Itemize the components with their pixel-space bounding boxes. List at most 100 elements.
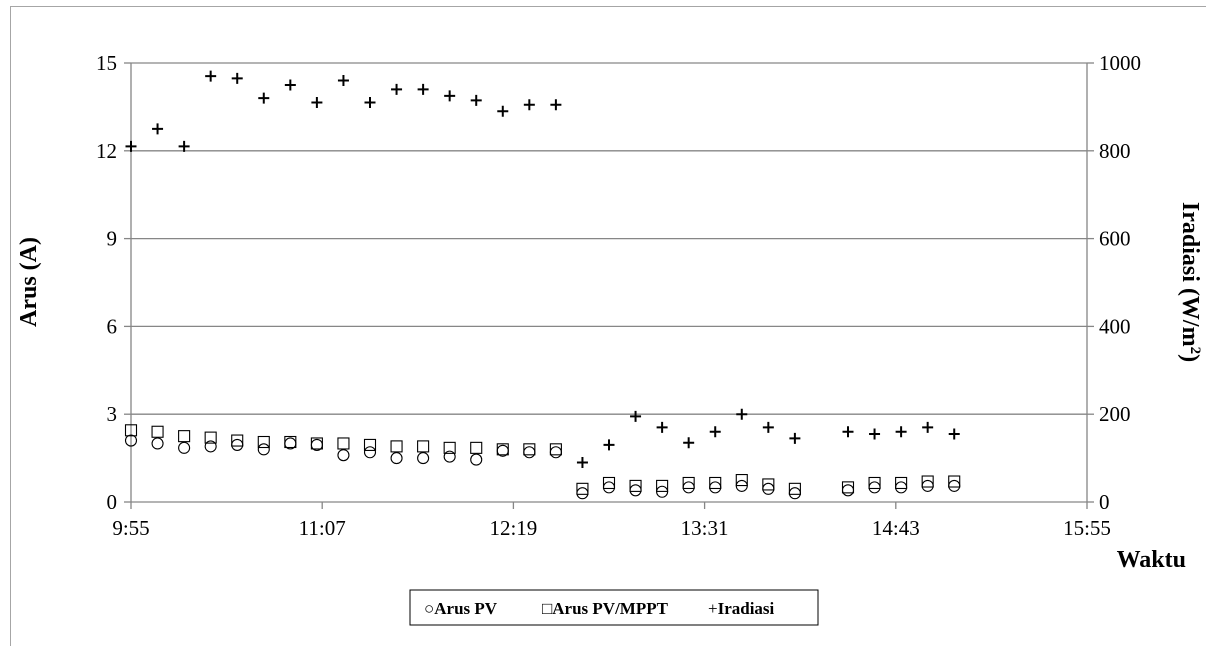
data-point [231,438,244,451]
data-point [736,408,748,420]
data-point [124,424,138,437]
chart-frame [10,6,1206,646]
data-point [523,446,536,459]
left-tick-label: 6 [107,314,118,338]
data-point [523,99,535,111]
axes [130,63,1088,503]
data-point [470,94,482,106]
data-point [895,481,908,494]
data-point [124,434,138,447]
data-point [363,438,377,451]
data-point [895,426,907,438]
data-point [497,105,509,117]
data-point [178,441,191,454]
right-axis-title-main: Iradiasi (W/m [1177,202,1203,347]
data-point [788,487,801,500]
x-axis-title: Waktu [1117,547,1186,573]
data-point [656,421,668,433]
right-tick-label: 1000 [1099,51,1141,75]
data-point [390,452,403,465]
legend-entry-arus-pv: ○Arus PV [424,599,498,618]
data-point [921,475,934,488]
data-point [602,481,616,494]
data-point [709,476,722,490]
x-tick-label: 13:31 [681,516,729,540]
data-point [443,441,456,454]
data-point [364,97,376,109]
data-point [576,482,589,495]
data-point [735,473,748,487]
data-point [231,72,243,84]
data-point [788,482,801,495]
data-point [443,450,456,463]
data-point [444,90,456,102]
x-tick-label: 12:19 [489,516,537,540]
data-point [550,99,562,111]
right-tick-label: 400 [1099,314,1131,338]
data-point [523,443,536,456]
data-point [337,449,350,462]
series-arus-pv [124,434,961,500]
data-point [257,443,270,456]
left-tick-label: 15 [96,51,117,75]
data-point [762,478,775,491]
left-tick-label: 3 [107,402,118,426]
data-point [204,431,217,444]
data-point [682,476,695,490]
data-point [630,410,642,422]
x-tick-label: 9:55 [112,516,149,540]
data-point [629,484,642,497]
series-arus-pv-mppt [124,424,961,495]
data-point [258,92,270,104]
data-point [310,437,323,450]
right-tick-label: 200 [1099,402,1131,426]
data-point [417,83,429,95]
legend-entry-arus-pv-mppt: □Arus PV/MPPT [542,599,669,618]
data-point [151,425,164,438]
data-point [284,79,296,91]
data-point [709,426,721,438]
legend-marker-square: □ [542,599,552,618]
data-point [231,434,244,447]
data-point [709,481,722,494]
series-iradiasi [125,70,960,468]
left-tick-label: 9 [107,227,118,251]
tick-labels: 0 3 6 9 12 15 0 200 400 600 800 1000 9:55 11:07 12:19 1… [96,51,1141,540]
right-tick-label: 800 [1099,139,1131,163]
data-point [549,443,562,456]
data-point [921,479,934,492]
legend-label-arus-pv: Arus PV [434,599,498,618]
legend-label-arus-pv-mppt: Arus PV/MPPT [552,599,668,618]
data-point [151,437,164,450]
data-point [178,430,191,443]
data-point [656,479,669,492]
data-point [948,479,961,492]
data-point [841,484,855,497]
data-point [417,452,430,465]
data-point [603,439,615,451]
data-point [152,123,164,135]
data-point [868,481,881,494]
data-point [337,75,349,87]
grid-lines [131,62,1087,415]
data-point [762,421,774,433]
data-point [390,440,403,453]
data-point [470,441,483,454]
data-point [257,435,270,449]
data-point [311,97,323,109]
right-tick-label: 0 [1099,490,1110,514]
data-point [762,482,775,495]
legend-marker-circle: ○ [424,599,434,618]
data-point [417,440,430,453]
legend-label-iradiasi: Iradiasi [718,599,775,618]
data-point [789,432,801,444]
data-point [576,487,589,500]
x-tick-label: 11:07 [299,516,346,540]
left-axis-title: Arus (A) [16,237,42,327]
data-point [549,446,562,459]
right-tick-label: 600 [1099,227,1131,251]
legend-marker-plus: + [708,599,718,618]
data-point [895,476,908,490]
right-axis-title-superscript: 2 [1187,347,1203,355]
